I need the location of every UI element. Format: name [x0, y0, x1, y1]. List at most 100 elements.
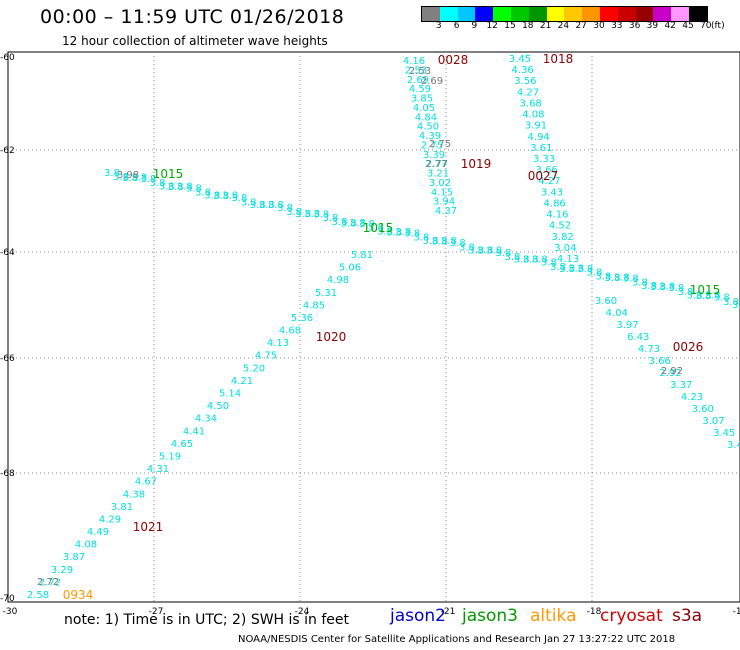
pass-time-label: 0027	[528, 169, 559, 183]
track-d-value: 3.97	[616, 320, 638, 331]
track-e-value: 3.8	[632, 277, 648, 288]
track-c-value: 3.81	[111, 502, 133, 513]
track-d-value: 3.4	[727, 440, 740, 451]
track-b-value: 3.56	[514, 76, 536, 87]
track-e-value: 3.8	[641, 281, 657, 292]
track-b-value: 4.94	[528, 132, 550, 143]
track-b-value: 4.16	[546, 210, 568, 221]
track-e-value: 3.8	[459, 242, 475, 253]
page-title: 00:00 – 11:59 UTC 01/26/2018	[40, 6, 345, 28]
track-e-value: 3.8	[322, 213, 338, 224]
legend-label: 18	[522, 21, 534, 31]
track-c-value: 4.29	[99, 514, 121, 525]
track-a-value: 4.84	[415, 112, 437, 123]
lat-tick-label: -60	[0, 53, 15, 63]
track-e-value: 3.8	[486, 245, 502, 256]
legend-swatch	[475, 7, 494, 21]
track-a-value: 4.39	[419, 131, 441, 142]
track-b-value: 3.43	[541, 187, 563, 198]
legend-label: 70	[700, 21, 712, 31]
lat-tick-label: -62	[0, 146, 15, 156]
track-c-value: 3.29	[51, 565, 73, 576]
track-c-value: 4.41	[183, 426, 205, 437]
track-c-value: 5.31	[315, 288, 337, 299]
track-b-value: 3.04	[554, 243, 576, 254]
legend-swatch	[439, 7, 458, 21]
track-c-value: 4.21	[231, 376, 253, 387]
track-b-value: 3.82	[552, 232, 574, 243]
legend-swatch	[653, 7, 672, 21]
jason3-cluster: 1015	[690, 283, 721, 297]
lat-tick-label: -70	[0, 594, 15, 604]
track-c-value: 3.87	[63, 552, 85, 563]
track-e-value: 3.8	[204, 191, 220, 202]
track-e-value: 3.8	[377, 226, 393, 237]
legend-swatch	[671, 7, 689, 21]
track-e-value: 3.8	[250, 200, 266, 211]
jason3-cluster: 1015	[153, 167, 184, 181]
legend-label: 36	[628, 21, 641, 31]
track-e-value: 3.8	[450, 238, 466, 249]
legend-label: 33	[611, 21, 623, 31]
track-e-value: 3.8	[168, 182, 184, 193]
legend-label: 30	[593, 21, 605, 31]
map-frame	[7, 51, 740, 603]
legend-label: 27	[575, 21, 587, 31]
track-e-value: 3.8	[441, 236, 457, 247]
legend-unit: (ft)	[711, 21, 725, 31]
lat-tick-label: -66	[0, 354, 15, 364]
track-c-value: 2.72	[39, 577, 61, 588]
track-b-value: 3.61	[530, 143, 552, 154]
color-legend	[421, 6, 708, 22]
track-e-value: 3.8	[113, 172, 129, 183]
legend-swatch	[422, 7, 440, 21]
track-d-value: 3.45	[713, 428, 735, 439]
track-e-value: 3.8	[341, 218, 357, 229]
track-e-value: 3.8	[605, 273, 621, 284]
satellite-label-jason3: jason3	[462, 606, 518, 626]
pass-time-label: 1018	[543, 52, 574, 66]
track-a-value: 2.77	[425, 159, 447, 170]
grey-value-label: 3.98	[117, 170, 139, 181]
track-c-value: 4.98	[327, 275, 349, 286]
track-c-value: 4.85	[303, 300, 325, 311]
track-a-value: 2.53	[405, 65, 427, 76]
track-d-value: 4.23	[681, 392, 703, 403]
legend-label: 3	[435, 21, 442, 31]
legend-label: 45	[682, 21, 694, 31]
legend-label: 9	[471, 21, 478, 31]
legend-label: 6	[453, 21, 460, 31]
grey-value-label: 2.69	[421, 76, 443, 87]
track-e-value: 3.8	[104, 168, 120, 179]
legend-label: 24	[557, 21, 570, 31]
track-e-value: 3.8	[495, 248, 511, 259]
track-c-value: 4.38	[123, 489, 145, 500]
track-a-value: 4.16	[403, 56, 425, 67]
track-b-value: 4.08	[522, 110, 544, 121]
track-c-value: 4.31	[147, 464, 169, 475]
track-e-value: 3.8	[286, 207, 302, 218]
track-e-value: 3.8	[596, 272, 612, 283]
satellite-label-altika: altika	[530, 606, 577, 626]
lon-tick-label: -15	[733, 607, 740, 617]
grey-value-label: 2.75	[429, 139, 451, 150]
track-e-value: 3.8	[723, 297, 739, 308]
pass-time-label: 1020	[316, 330, 347, 344]
track-e-value: 3.8	[359, 219, 375, 230]
track-e-value: 3.8	[623, 273, 639, 284]
legend-label: 39	[646, 21, 659, 31]
track-b-value: 3.68	[520, 98, 542, 109]
legend-swatch	[528, 7, 547, 21]
track-e-value: 3.8	[532, 255, 548, 266]
track-d-value: 2.92	[659, 368, 681, 379]
track-e-value: 3.8	[732, 300, 740, 311]
satellite-label-s3a: s3a	[672, 606, 703, 626]
track-a-value: 3.21	[427, 169, 449, 180]
track-c-value: 4.75	[255, 351, 277, 362]
satellite-label-jason2: jason2	[390, 606, 446, 626]
track-e-value: 3.8	[159, 181, 175, 192]
track-c-value: 4.68	[279, 326, 301, 337]
grey-value-label: 2.53	[409, 66, 431, 77]
track-e-value: 3.8	[140, 174, 156, 185]
